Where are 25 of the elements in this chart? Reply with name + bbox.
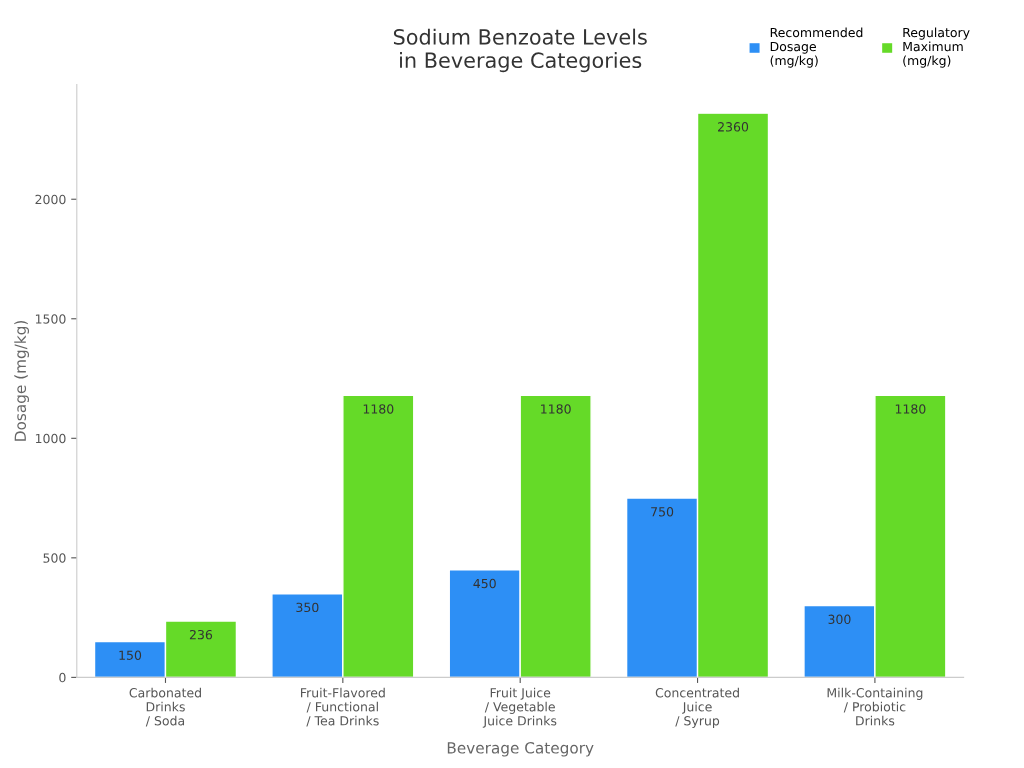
x-tick-label: Milk-Containing / Probiotic Drinks — [827, 687, 923, 726]
data-label: 150 — [119, 650, 142, 660]
chart-title: Sodium Benzoate Levels in Beverage Categories — [393, 28, 647, 73]
x-tick-label: Concentrated Juice / Syrup — [655, 687, 739, 728]
legend-label: Regulatory Maximum (mg/kg) — [903, 27, 970, 68]
y-tick-label: 500 — [43, 553, 66, 563]
legend-label: Recommended Dosage (mg/kg) — [770, 27, 863, 68]
data-label: 1180 — [895, 404, 926, 414]
y-tick-label: 1000 — [35, 433, 66, 444]
x-tick-label: Fruit Juice / Vegetable Juice Drinks — [482, 687, 557, 728]
x-tick-label: Carbonated Drinks / Soda — [129, 687, 201, 727]
y-tick-label: 1500 — [35, 314, 66, 324]
data-label: 300 — [828, 614, 851, 625]
data-label: 350 — [296, 602, 319, 613]
data-label: 450 — [473, 578, 496, 589]
data-label: 1180 — [363, 404, 394, 414]
y-tick-label: 0 — [59, 672, 66, 683]
x-tick-label: Fruit-Flavored / Functional / Tea Drinks — [301, 687, 385, 727]
y-axis-title: Dosage (mg/kg) — [14, 320, 30, 441]
x-axis-title: Beverage Category — [447, 742, 594, 757]
y-tick-label: 2000 — [35, 194, 66, 205]
data-label: 236 — [189, 629, 213, 640]
data-label: 750 — [651, 507, 674, 517]
data-label: 1180 — [541, 404, 571, 414]
data-label: 2360 — [718, 122, 749, 132]
